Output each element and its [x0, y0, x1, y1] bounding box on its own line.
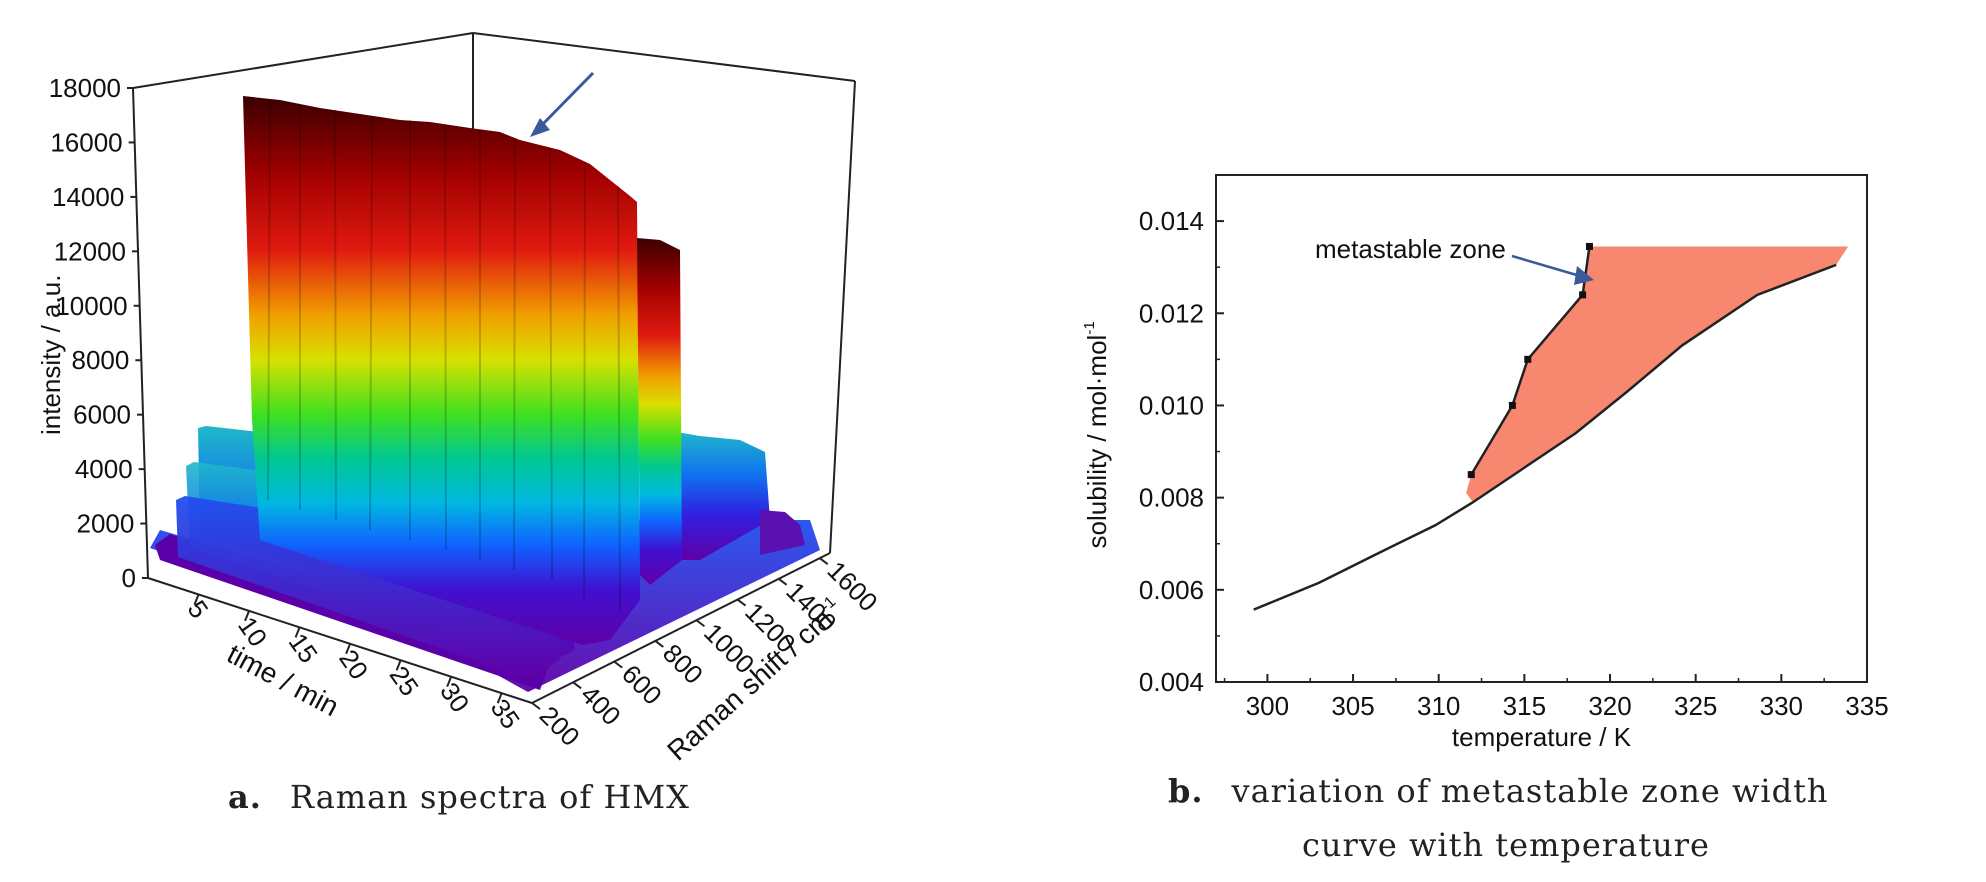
data-point — [1585, 242, 1593, 250]
x-tick-label: 310 — [1417, 691, 1460, 721]
x-tick — [193, 594, 200, 605]
data-point — [1579, 291, 1587, 299]
y-tick-label: 0.014 — [1139, 206, 1204, 236]
caption-a: a. Raman spectra of HMX — [228, 778, 690, 816]
x-tick-label: 325 — [1674, 691, 1717, 721]
surface-streaks — [267, 99, 621, 611]
y-tick-label: 0.012 — [1139, 298, 1204, 328]
x-tick-label: 300 — [1246, 691, 1289, 721]
x-tick-label: 315 — [1503, 691, 1546, 721]
plot-frame — [1215, 174, 1868, 683]
z-tick-label: 400 — [575, 679, 627, 731]
surface-ridge-1280 — [660, 430, 770, 560]
z-tick-label: 800 — [657, 638, 709, 690]
y-tick-label: 10000 — [55, 291, 127, 321]
y-tick-label: 0.004 — [1139, 667, 1204, 697]
x-tick — [345, 643, 352, 655]
annotation-arrow — [1511, 254, 1581, 278]
metastable-zone-label: metastable zone — [1315, 234, 1506, 264]
z-tick — [531, 702, 541, 710]
y-tick-label: 14000 — [52, 182, 124, 212]
data-point — [1524, 355, 1532, 363]
x-tick-label: 320 — [1588, 691, 1631, 721]
y-tick-label: 12000 — [54, 236, 126, 266]
x-tick — [446, 676, 453, 688]
surface-ridge-1550 — [760, 510, 805, 555]
x-tick — [244, 610, 250, 622]
y-tick-label: 6000 — [73, 400, 131, 430]
raman-3d-chart: 0 2000 4000 6000 8000 10000 12000 14000 16000 180… — [36, 32, 884, 766]
y-tick-label: 18000 — [49, 73, 121, 103]
y-tick-label: 0.006 — [1139, 575, 1204, 605]
x-tick — [496, 692, 503, 704]
caption-b-line1: variation of metastable zone width — [1231, 772, 1829, 810]
metastable-zone-fill — [1466, 246, 1849, 503]
data-point — [1508, 401, 1516, 409]
z-tick — [778, 578, 788, 586]
surface-peak-main — [243, 96, 640, 645]
x-tick-label: 305 — [1331, 691, 1374, 721]
x-tick-label: 335 — [1845, 691, 1888, 721]
y-tick-label: 8000 — [71, 345, 129, 375]
x-tick-label: 330 — [1760, 691, 1803, 721]
y-tick-label: 0.008 — [1139, 483, 1204, 513]
x-axis-label: temperature / K — [1452, 722, 1632, 752]
y-tick-label: 16000 — [50, 127, 122, 157]
z-tick-label: 600 — [616, 659, 668, 711]
caption-b: b. variation of metastable zone width cur… — [1168, 764, 1829, 872]
z-tick — [572, 681, 582, 690]
plot-area: 300 305 310 315 320 325 330 335 0.004 0.006 0.008 0… — [1081, 174, 1889, 752]
x-axis-label: time / min — [222, 638, 344, 722]
y-tick-labels: 0 2000 4000 6000 8000 10000 12000 14000 16000 180… — [49, 73, 148, 593]
x-tick-label: 5 — [182, 595, 215, 624]
z-tick — [613, 660, 623, 669]
y-tick-label: 0.010 — [1139, 390, 1204, 420]
arrow-head — [1574, 266, 1594, 285]
z-tick — [654, 640, 664, 648]
z-tick-label: 200 — [534, 700, 586, 752]
z-tick — [819, 557, 829, 565]
surface-peak-secondary — [637, 238, 682, 585]
x-tick — [395, 659, 402, 671]
y-tick-label: 0 — [122, 563, 136, 593]
peak-arrow — [530, 71, 595, 137]
y-axis-label: intensity / a.u. — [36, 275, 66, 435]
caption-a-text: Raman spectra of HMX — [289, 778, 690, 816]
caption-b-line2: curve with temperature — [1302, 826, 1710, 864]
solubility-chart: 300 305 310 315 320 325 330 335 0.004 0.006 0.008 0… — [1081, 174, 1889, 752]
x-tick — [294, 626, 301, 638]
y-axis-label: solubility / mol·mol-1 — [1081, 321, 1112, 548]
floor-axes — [147, 552, 831, 704]
solubility-curve — [1253, 263, 1837, 611]
z-tick — [695, 619, 706, 628]
data-point — [1467, 471, 1475, 479]
y-tick-label: 2000 — [76, 509, 134, 539]
caption-a-tag: a. — [228, 778, 262, 816]
y-tick-label: 4000 — [75, 454, 133, 484]
caption-b-tag: b. — [1168, 772, 1204, 810]
box-frame — [132, 32, 856, 579]
z-tick — [736, 598, 747, 607]
